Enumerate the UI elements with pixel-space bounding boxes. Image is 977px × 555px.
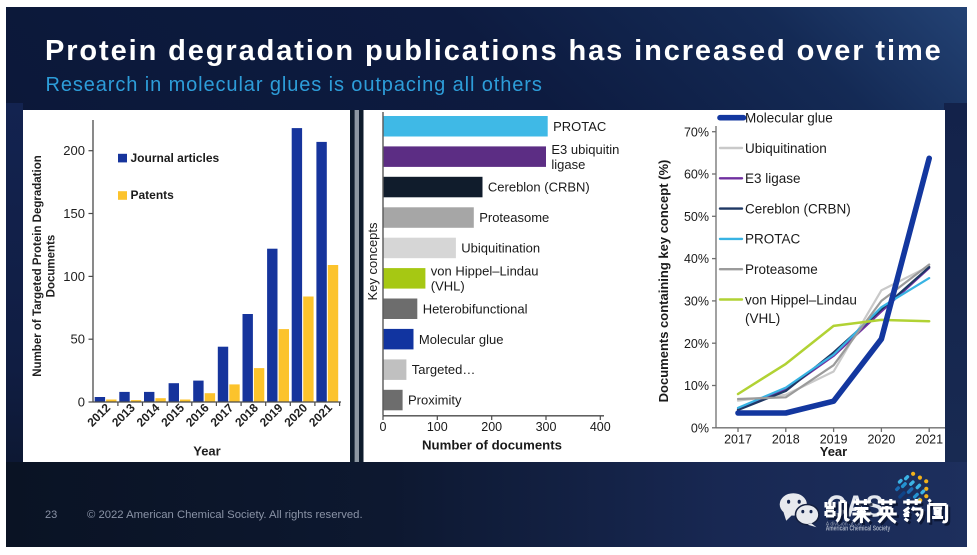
svg-text:400: 400 [590,420,611,434]
svg-text:Journal articles: Journal articles [131,151,220,165]
svg-text:Proteasome: Proteasome [479,210,549,225]
svg-text:Number of Targeted Protein Deg: Number of Targeted Protein Degradation [32,155,44,377]
svg-text:2017: 2017 [724,432,752,446]
svg-text:60%: 60% [684,168,709,182]
svg-text:Number of documents: Number of documents [422,438,562,453]
svg-text:2020: 2020 [867,432,895,446]
svg-text:100: 100 [427,420,448,434]
svg-text:(VHL): (VHL) [431,279,465,294]
svg-text:Key concepts: Key concepts [365,222,380,301]
svg-text:Research in molecular glues is: Research in molecular glues is outpacing… [46,74,543,96]
svg-text:2018: 2018 [772,432,800,446]
svg-text:200: 200 [63,143,85,158]
svg-text:Ubiquitination: Ubiquitination [461,241,540,256]
svg-text:0: 0 [380,420,387,434]
svg-text:20%: 20% [684,337,709,351]
svg-text:100: 100 [63,269,85,284]
svg-text:23: 23 [45,509,57,521]
svg-text:Cereblon (CRBN): Cereblon (CRBN) [745,201,851,216]
svg-text:Cereblon (CRBN): Cereblon (CRBN) [488,180,590,195]
svg-text:0: 0 [78,395,85,410]
svg-text:Protein degradation publicatio: Protein degradation publications has inc… [45,35,943,67]
svg-text:Proximity: Proximity [408,393,462,408]
svg-text:2021: 2021 [915,432,943,446]
svg-text:50%: 50% [684,210,709,224]
svg-text:Proteasome: Proteasome [745,262,818,277]
svg-text:40%: 40% [684,252,709,266]
svg-text:© 2022 American Chemical Socie: © 2022 American Chemical Society. All ri… [87,509,363,521]
svg-text:Documents containing key conce: Documents containing key concept (%) [656,160,671,403]
svg-text:30%: 30% [684,295,709,309]
svg-text:Year: Year [193,444,220,459]
svg-text:von Hippel–Lindau: von Hippel–Lindau [431,264,539,279]
svg-text:E3 ligase: E3 ligase [745,171,801,186]
svg-text:2019: 2019 [820,432,848,446]
svg-text:Molecular glue: Molecular glue [419,332,504,347]
svg-text:Targeted…: Targeted… [412,362,476,377]
svg-text:E3 ubiquitin: E3 ubiquitin [551,142,619,157]
svg-text:Patents: Patents [131,188,175,202]
svg-text:Molecular glue: Molecular glue [745,111,833,126]
svg-text:ligase: ligase [551,157,585,172]
svg-text:50: 50 [71,332,85,347]
svg-text:PROTAC: PROTAC [745,232,801,247]
svg-text:Documents: Documents [46,235,58,298]
svg-text:A division of the: A division of the [826,522,863,528]
svg-text:(VHL): (VHL) [745,311,780,326]
svg-text:PROTAC: PROTAC [553,119,606,134]
svg-text:150: 150 [63,206,85,221]
svg-text:Year: Year [820,444,847,459]
svg-text:300: 300 [536,420,557,434]
svg-text:von Hippel–Lindau: von Hippel–Lindau [745,292,857,307]
svg-text:70%: 70% [684,125,709,139]
svg-text:American Chemical Society: American Chemical Society [826,526,891,533]
svg-text:10%: 10% [684,379,709,393]
svg-text:200: 200 [481,420,502,434]
svg-text:Heterobifunctional: Heterobifunctional [423,301,528,316]
svg-text:Ubiquitination: Ubiquitination [745,141,827,156]
svg-text:0%: 0% [691,421,709,435]
